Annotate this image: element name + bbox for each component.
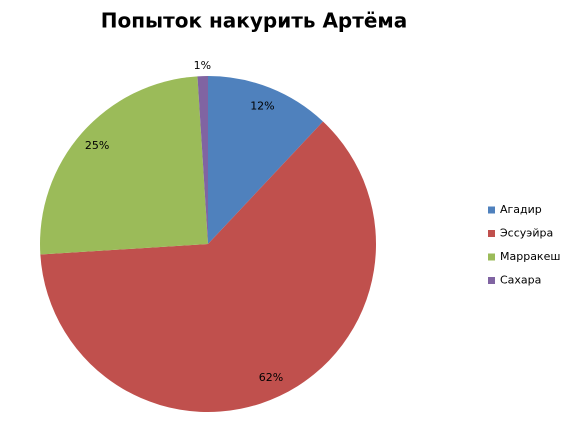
data-label: 62% (259, 371, 283, 384)
pie-slice (40, 76, 208, 255)
data-label: 25% (85, 139, 109, 152)
data-label: 12% (250, 100, 274, 113)
legend-swatch (488, 230, 495, 237)
legend-swatch (488, 253, 495, 261)
legend-swatch (488, 277, 495, 284)
pie-slice (40, 121, 376, 413)
data-label: 1% (194, 59, 211, 72)
pie-slice (208, 76, 324, 244)
legend-label: Марракеш (500, 250, 560, 263)
legend-label: Эссуэйра (500, 227, 553, 240)
legend-swatch (488, 206, 495, 214)
legend-label: Агадир (500, 203, 542, 216)
chart-title: Попыток накурить Артёма (101, 9, 408, 33)
legend-label: Сахара (500, 274, 541, 287)
pie-slice (197, 76, 208, 244)
